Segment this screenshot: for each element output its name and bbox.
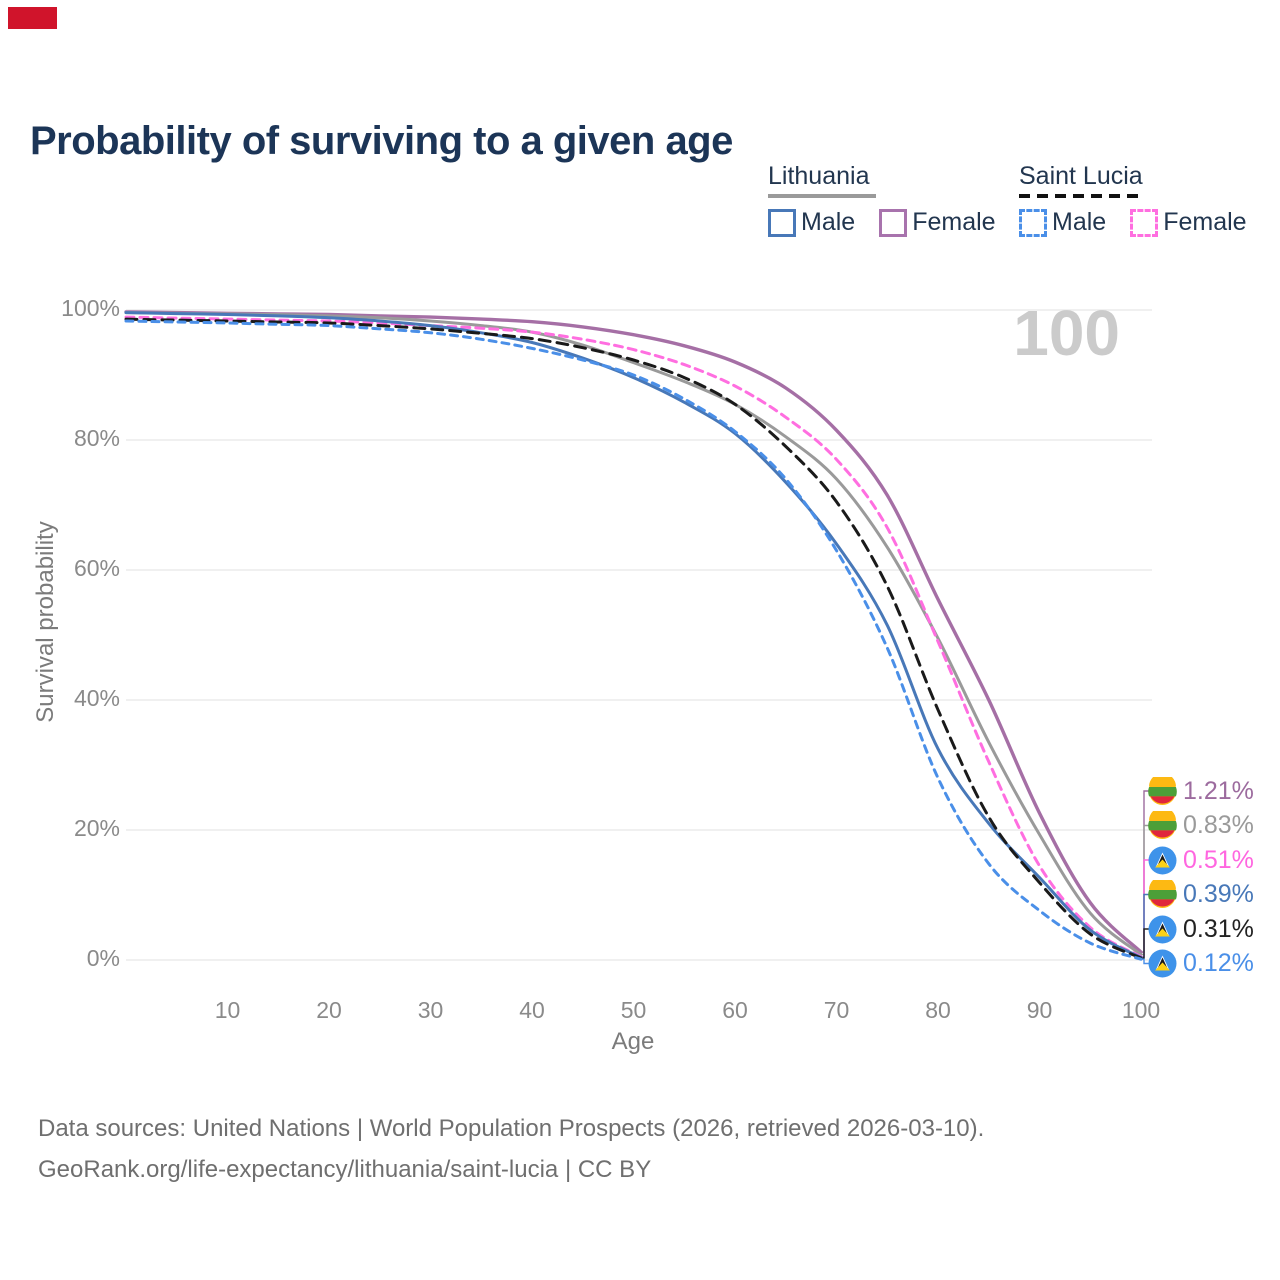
saint-lucia-flag-icon — [1148, 915, 1177, 943]
legend-underline-solid — [768, 194, 876, 198]
footer: Data sources: United Nations | World Pop… — [38, 1108, 984, 1190]
lithuania-flag-icon — [1148, 880, 1177, 908]
end-label-lithuania-female: 1.21% — [1148, 774, 1254, 808]
legend-item-label: Female — [1163, 208, 1247, 236]
end-label-value: 0.12% — [1183, 949, 1254, 977]
series-lithuania-male[interactable] — [124, 311, 1143, 959]
legend-item-label: Female — [912, 208, 996, 236]
y-tick-label: 80% — [73, 425, 120, 451]
lithuania-flag-icon — [1148, 811, 1177, 839]
y-axis-title: Survival probability — [32, 521, 59, 723]
saint-lucia-male-swatch-icon — [1019, 208, 1047, 237]
x-tick-label: 10 — [214, 997, 241, 1023]
saint-lucia-flag-icon — [1148, 846, 1177, 874]
series-saint-lucia-male[interactable] — [124, 319, 1143, 961]
legend-group-saint-lucia: Saint Lucia Male Female — [1019, 162, 1247, 237]
saint-lucia-flag-icon — [1148, 949, 1177, 978]
x-tick-label: 40 — [519, 997, 545, 1023]
x-axis-title: Age — [611, 1028, 655, 1055]
legend-item-saint-lucia-male[interactable]: Male — [1019, 208, 1106, 237]
end-label-value: 0.31% — [1183, 914, 1254, 943]
footer-url: GeoRank.org/life-expectancy/lithuania/sa… — [38, 1156, 652, 1183]
end-label-saint-lucia-male: 0.12% — [1148, 947, 1254, 981]
footer-data-sources: Data sources: United Nations | World Pop… — [38, 1115, 985, 1142]
x-tick-label: 70 — [823, 997, 850, 1023]
y-tick-label: 100% — [61, 295, 120, 321]
end-label-value: 0.51% — [1183, 845, 1254, 874]
x-tick-label: 20 — [316, 997, 342, 1023]
legend-group-lithuania: Lithuania Male Female — [768, 162, 996, 237]
saint-lucia-female-swatch-icon — [1130, 208, 1159, 237]
x-tick-label: 100 — [1121, 997, 1161, 1023]
x-tick-label: 50 — [620, 997, 647, 1023]
legend-underline-dashed — [1019, 194, 1145, 198]
x-tick-label: 60 — [722, 997, 748, 1023]
series-lithuania-female[interactable] — [124, 310, 1143, 954]
end-label-lithuania-male: 0.39% — [1148, 878, 1254, 912]
end-label-value: 1.21% — [1183, 776, 1254, 805]
legend-header-lithuania: Lithuania — [768, 162, 870, 190]
lithuania-flag-icon — [1148, 776, 1177, 805]
end-label-saint-lucia-female: 0.51% — [1148, 843, 1254, 877]
end-label-lithuania-total: 0.83% — [1148, 809, 1254, 843]
x-tick-label: 90 — [1026, 997, 1053, 1023]
lithuania-female-swatch-icon — [879, 208, 908, 237]
legend-item-label: Male — [801, 208, 856, 236]
chart-title: Probability of surviving to a given age — [30, 118, 733, 163]
recording-indicator — [8, 7, 57, 29]
end-label-value: 0.83% — [1183, 811, 1254, 839]
x-tick-label: 30 — [417, 997, 444, 1023]
lithuania-male-swatch-icon — [768, 208, 796, 237]
legend-item-lithuania-male[interactable]: Male — [768, 208, 855, 237]
end-label-saint-lucia-total: 0.31% — [1148, 912, 1254, 946]
y-tick-label: 20% — [73, 815, 120, 841]
series-saint-lucia-female[interactable] — [124, 315, 1143, 959]
y-tick-label: 40% — [73, 685, 120, 711]
x-tick-label: 80 — [925, 997, 951, 1023]
legend-header-saint-lucia: Saint Lucia — [1019, 162, 1143, 190]
series-saint-lucia-total[interactable] — [124, 317, 1143, 960]
end-label-value: 0.39% — [1183, 880, 1254, 908]
age-watermark: 100 — [1013, 297, 1120, 369]
legend-item-saint-lucia-female[interactable]: Female — [1130, 208, 1247, 237]
legend-item-lithuania-female[interactable]: Female — [879, 208, 996, 237]
y-tick-label: 0% — [86, 945, 120, 971]
end-label-connector — [1141, 928, 1149, 959]
y-tick-label: 60% — [73, 555, 120, 581]
series-lithuania-total[interactable] — [124, 311, 1143, 957]
legend-item-label: Male — [1052, 208, 1107, 236]
